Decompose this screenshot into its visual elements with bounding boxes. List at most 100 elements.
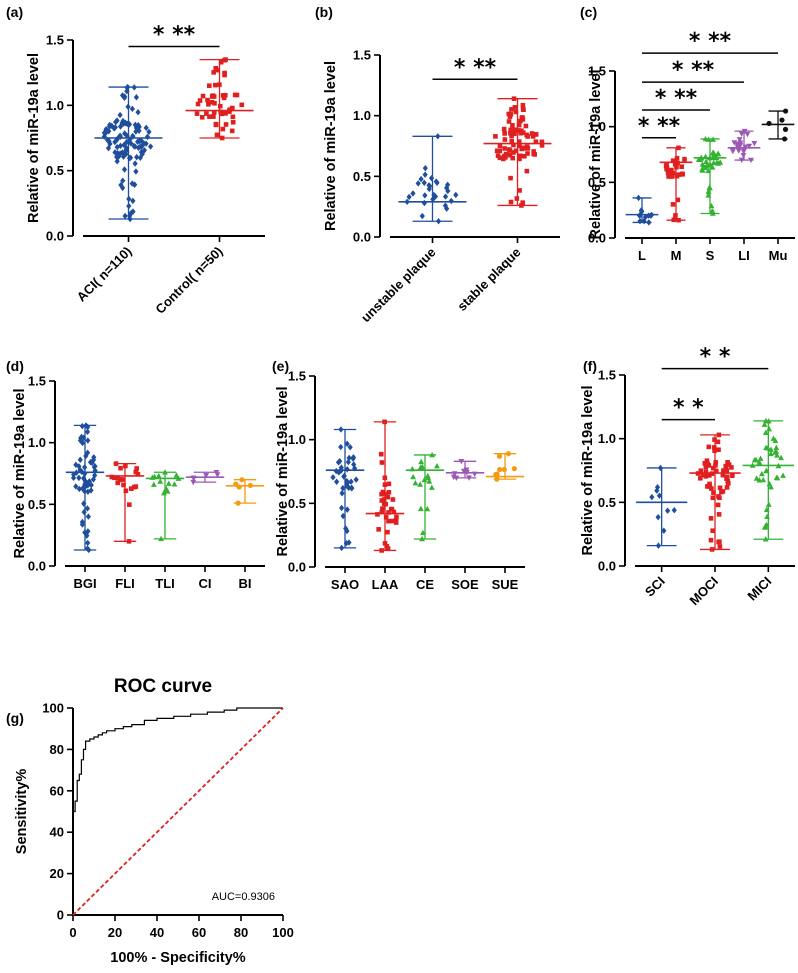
data-point <box>782 108 789 114</box>
data-point <box>418 175 424 183</box>
data-point <box>157 478 164 484</box>
data-point <box>519 146 525 152</box>
y-tick-label: 1.5 <box>288 369 306 384</box>
panel-label: (e) <box>272 358 289 374</box>
x-tick-label: TLI <box>155 576 175 591</box>
data-point <box>517 143 522 149</box>
data-point <box>511 150 516 155</box>
y-tick-label: 1.0 <box>353 108 371 123</box>
data-point <box>199 114 205 120</box>
data-point <box>340 512 346 520</box>
data-point <box>502 131 507 136</box>
data-point <box>209 99 215 105</box>
data-point <box>705 136 712 142</box>
data-point <box>674 164 679 170</box>
data-point <box>675 197 681 203</box>
data-point <box>385 494 391 500</box>
data-point <box>346 454 352 462</box>
data-point <box>118 477 123 483</box>
data-point <box>124 88 130 95</box>
y-tick-label: 0.0 <box>598 559 616 574</box>
data-point <box>445 181 451 189</box>
data-point <box>772 437 779 444</box>
data-point <box>679 164 685 170</box>
data-point <box>146 128 152 136</box>
data-point <box>417 481 424 487</box>
data-point <box>735 148 742 154</box>
panel-label: (f) <box>583 358 597 374</box>
data-point <box>382 475 388 481</box>
data-point <box>136 137 143 145</box>
data-point <box>761 421 768 427</box>
data-point <box>131 142 137 150</box>
data-point <box>123 148 129 155</box>
data-point <box>135 471 141 477</box>
data-point <box>379 509 385 515</box>
x-tick-label: FLI <box>115 576 135 591</box>
data-point <box>338 426 344 433</box>
data-point <box>211 114 216 119</box>
y-tick-label: 100 <box>42 701 64 716</box>
data-point <box>741 128 748 135</box>
data-point <box>511 466 517 472</box>
y-tick-label: 0.0 <box>288 560 306 575</box>
x-tick-label: MICI <box>744 574 774 604</box>
data-point <box>422 164 428 172</box>
data-point <box>458 459 465 465</box>
data-point <box>509 133 514 139</box>
auc-annotation: AUC=0.9306 <box>212 891 275 903</box>
data-point <box>706 444 712 450</box>
data-point <box>84 532 90 539</box>
data-point <box>704 458 710 464</box>
data-point <box>219 135 225 141</box>
data-point <box>344 477 350 485</box>
data-point <box>666 174 671 179</box>
data-point <box>712 437 717 442</box>
group-ce: CE <box>405 451 445 592</box>
data-point <box>511 96 517 101</box>
data-point <box>517 156 522 162</box>
data-point <box>539 143 545 148</box>
data-point <box>211 70 216 75</box>
data-point <box>703 158 710 164</box>
data-point <box>235 500 241 506</box>
group-l: L <box>625 194 659 263</box>
data-point <box>513 109 519 115</box>
data-point <box>419 463 426 470</box>
y-tick-label: 1.5 <box>28 374 46 389</box>
data-point <box>194 111 200 116</box>
x-tick-label: Control( n=50) <box>152 244 225 317</box>
data-point <box>230 114 236 120</box>
data-point <box>341 472 347 480</box>
data-point <box>715 439 721 445</box>
data-point <box>343 525 349 532</box>
data-point <box>506 119 512 124</box>
data-point <box>344 482 350 490</box>
data-point <box>698 468 704 474</box>
data-point <box>135 144 142 152</box>
data-point <box>217 103 223 109</box>
data-point <box>751 456 758 463</box>
significance-marker: * ** <box>672 58 715 83</box>
data-point <box>206 83 212 88</box>
group-stable-plaque: stable plaque <box>454 96 552 314</box>
data-point <box>676 217 681 223</box>
data-point <box>532 152 538 157</box>
data-point <box>133 128 139 135</box>
data-point <box>203 472 210 479</box>
data-point <box>708 202 715 209</box>
data-point <box>509 138 515 144</box>
data-point <box>724 474 730 480</box>
data-point <box>118 181 124 189</box>
data-point <box>394 514 399 520</box>
data-point <box>386 490 392 495</box>
x-tick-label: 100 <box>272 925 294 940</box>
y-tick-label: 80 <box>50 742 64 757</box>
data-point <box>731 140 738 146</box>
data-point <box>81 434 87 442</box>
data-point <box>418 458 425 465</box>
data-point <box>214 472 221 478</box>
data-point <box>705 484 710 489</box>
data-point <box>86 478 92 485</box>
data-point <box>80 439 86 447</box>
